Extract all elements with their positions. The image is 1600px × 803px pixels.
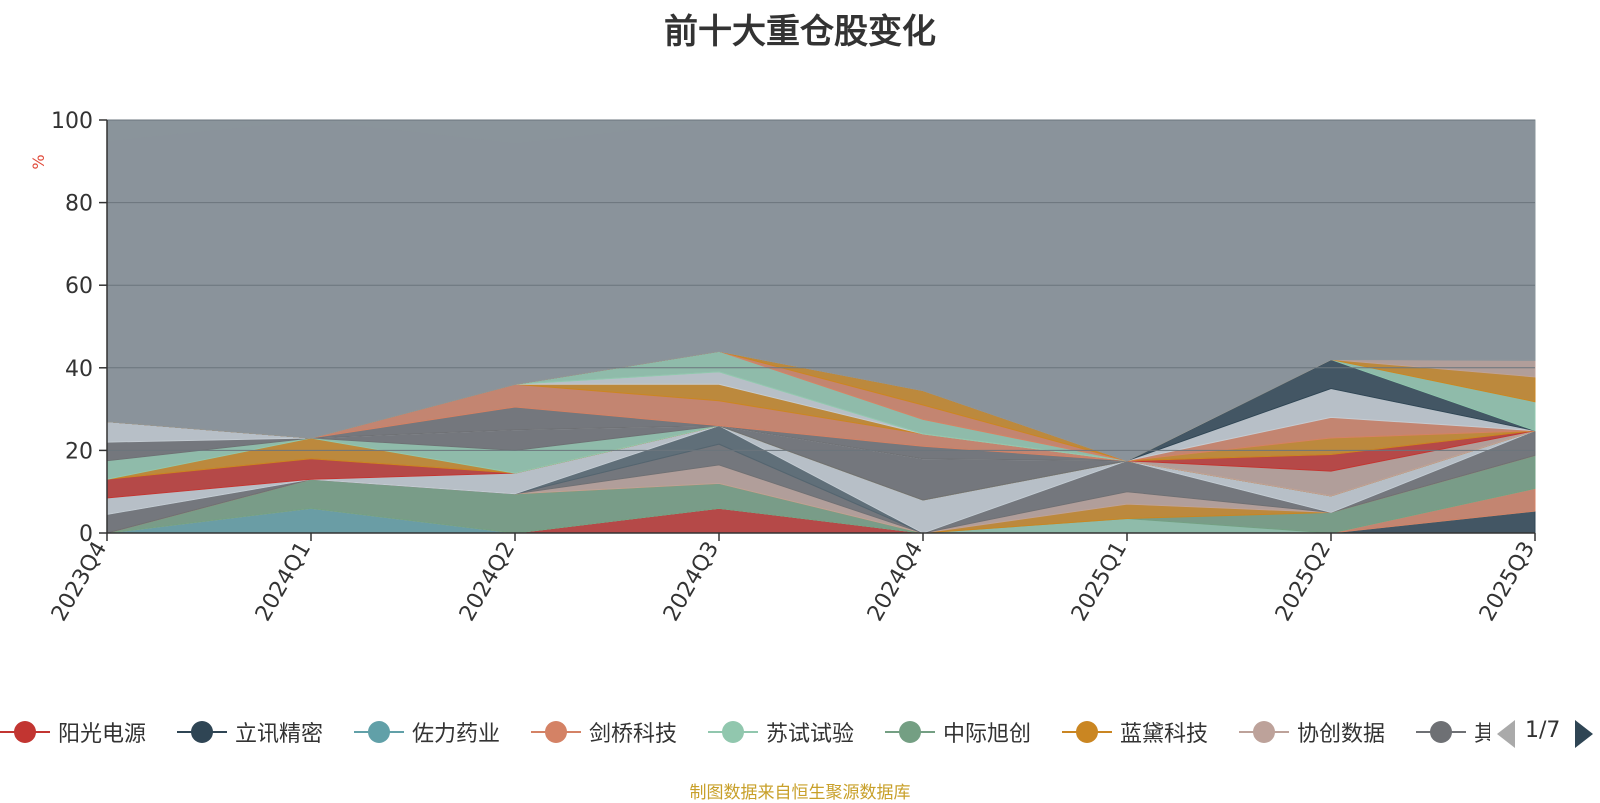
legend-label: 立讯精密 xyxy=(235,722,324,747)
x-tick-label-3: 2024Q3 xyxy=(659,538,724,626)
legend-marker-icon xyxy=(885,712,935,752)
legend-marker-icon xyxy=(0,712,50,752)
legend-label: 苏试试验 xyxy=(766,722,855,747)
legend-label: 剑桥科技 xyxy=(589,722,678,747)
y-tick-label-3: 60 xyxy=(65,274,93,299)
legend-marker-icon xyxy=(354,712,404,752)
pager-text: 1/7 xyxy=(1525,718,1561,743)
y-tick-label-5: 100 xyxy=(51,109,93,134)
legend-item-2[interactable]: 立讯精密 xyxy=(177,712,323,752)
x-tick-label-2: 2024Q2 xyxy=(455,538,520,626)
legend-marker-icon xyxy=(177,712,227,752)
pager-next-arrow-icon[interactable] xyxy=(1575,720,1593,748)
legend: 阳光电源 立讯精密 佐力药业 剑桥科技 苏试试验 中际旭创 蓝黛科技 协创数据 其 xyxy=(0,712,1490,752)
source-note: 制图数据来自恒生聚源数据库 xyxy=(689,783,911,803)
y-tick-label-2: 40 xyxy=(65,357,93,382)
legend-marker-icon xyxy=(1239,712,1289,752)
stacked-area-chart: 0 20 40 60 80 100 2023Q4 2024Q1 2024Q2 2024Q3 2024… xyxy=(29,109,1540,626)
x-tick-label-6: 2025Q2 xyxy=(1271,538,1336,626)
legend-item-5[interactable]: 苏试试验 xyxy=(708,712,854,752)
chart-title: 前十大重仓股变化 xyxy=(664,12,936,52)
legend-label: 蓝黛科技 xyxy=(1120,722,1209,747)
y-tick-label-4: 80 xyxy=(65,192,93,217)
x-tick-label-1: 2024Q1 xyxy=(251,538,316,626)
pager-prev-arrow-icon[interactable] xyxy=(1497,720,1515,748)
legend-item-8[interactable]: 协创数据 xyxy=(1239,712,1385,752)
legend-marker-icon xyxy=(1062,712,1112,752)
legend-label: 其 xyxy=(1474,722,1490,747)
legend-label: 佐力药业 xyxy=(412,722,501,747)
y-tick-label-0: 0 xyxy=(79,522,93,547)
y-axis-label: % xyxy=(29,154,48,169)
legend-pager: 1/7 xyxy=(1497,712,1597,752)
x-tick-label-7: 2025Q3 xyxy=(1475,538,1540,626)
legend-item-9[interactable]: 其 xyxy=(1416,712,1490,752)
x-tick-label-0: 2023Q4 xyxy=(47,538,112,626)
legend-marker-icon xyxy=(531,712,581,752)
legend-marker-icon xyxy=(708,712,758,752)
area-series-34 xyxy=(106,119,1536,462)
legend-label: 阳光电源 xyxy=(58,722,147,747)
area-series xyxy=(106,119,1536,534)
legend-item-1[interactable]: 阳光电源 xyxy=(0,712,146,752)
x-tick-label-5: 2025Q1 xyxy=(1067,538,1132,626)
legend-label: 中际旭创 xyxy=(943,722,1032,747)
x-tick-label-4: 2024Q4 xyxy=(863,538,928,626)
legend-item-4[interactable]: 剑桥科技 xyxy=(531,712,677,752)
y-tick-label-1: 20 xyxy=(65,439,93,464)
legend-item-6[interactable]: 中际旭创 xyxy=(885,712,1031,752)
legend-item-7[interactable]: 蓝黛科技 xyxy=(1062,712,1208,752)
legend-item-3[interactable]: 佐力药业 xyxy=(354,712,500,752)
legend-marker-icon xyxy=(1416,712,1466,752)
legend-label: 协创数据 xyxy=(1297,722,1386,747)
